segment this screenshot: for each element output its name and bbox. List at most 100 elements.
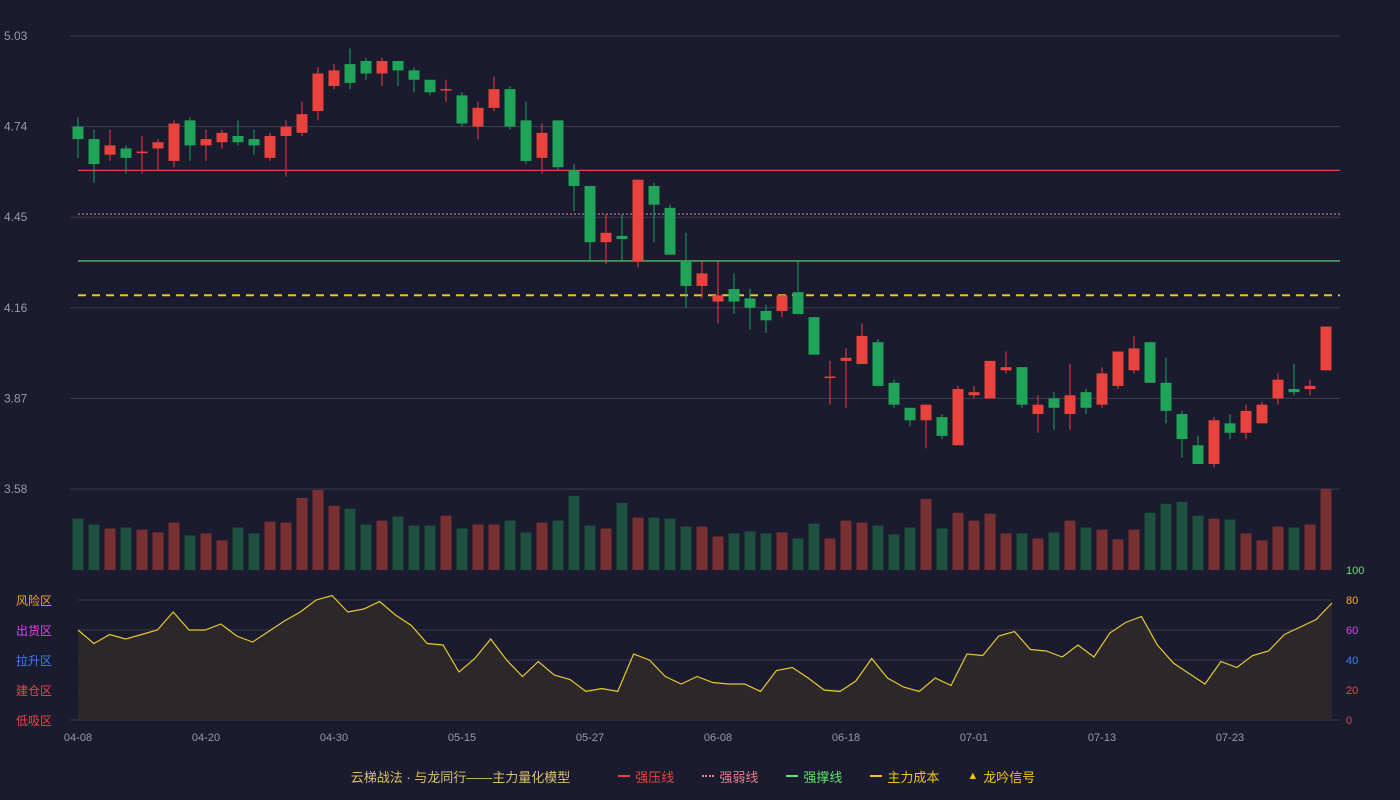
volume-bar — [280, 522, 292, 570]
candle-body — [152, 142, 164, 149]
model-title: 云梯战法 · 与龙同行——主力量化模型 — [350, 769, 571, 785]
volume-bar — [584, 525, 596, 570]
volume-bar — [1016, 533, 1028, 570]
legend-strong-weak[interactable]: 强弱线 — [702, 767, 758, 786]
candle-body — [376, 60, 388, 74]
candle-body — [1016, 367, 1028, 405]
candle-body — [776, 295, 788, 311]
candle-body — [872, 342, 884, 386]
volume-bar — [872, 525, 884, 570]
zone-label: 拉升区 — [16, 653, 52, 668]
volume-bar — [680, 526, 692, 570]
candle-body — [104, 145, 116, 155]
volume-bar — [696, 526, 708, 570]
candle-body — [888, 382, 900, 405]
volume-bar — [936, 528, 948, 570]
volume-bar — [808, 523, 820, 570]
candle-body — [712, 295, 724, 302]
zone-label: 建仓区 — [16, 684, 52, 698]
volume-bar — [728, 533, 740, 570]
candle-body — [120, 148, 132, 158]
candle-body — [984, 360, 996, 399]
candle-body — [968, 392, 980, 396]
oscillator-tick-label: 80 — [1346, 595, 1358, 607]
volume-bar — [1080, 527, 1092, 570]
candle-body — [472, 107, 484, 127]
volume-bar — [1048, 532, 1060, 570]
candle-body — [1144, 342, 1156, 383]
main-cost-swatch-icon — [870, 775, 883, 777]
candle-body — [280, 126, 292, 136]
candle-body — [808, 317, 820, 355]
zone-label: 出货区 — [16, 623, 52, 638]
candle-body — [920, 404, 932, 421]
candle-body — [552, 120, 564, 168]
volume-bar — [1064, 520, 1076, 570]
triangle-up-icon: ▲ — [967, 770, 979, 782]
volume-bar — [1112, 539, 1124, 570]
volume-bar — [664, 518, 676, 570]
volume-bar — [968, 520, 980, 570]
candle-body — [664, 207, 676, 255]
zone-label: 风险区 — [16, 593, 52, 608]
volume-bar — [1192, 515, 1204, 570]
volume-bar — [904, 527, 916, 570]
candle-body — [296, 114, 308, 133]
volume-bar — [216, 540, 228, 570]
candle-body — [1208, 420, 1220, 465]
candle-body — [392, 60, 404, 71]
legend-label: 强撑线 — [803, 769, 843, 785]
legend-label: 强弱线 — [719, 769, 759, 785]
candle-body — [200, 139, 212, 146]
oscillator-tick-label: 100 — [1346, 565, 1364, 577]
legend-strong-pressure[interactable]: 强压线 — [618, 767, 674, 786]
candle-body — [648, 185, 660, 205]
volume-bar — [920, 498, 932, 570]
candle-body — [824, 376, 836, 379]
oscillator-tick-label: 60 — [1346, 625, 1358, 637]
candle-body — [632, 179, 644, 261]
date-tick-label: 04-20 — [192, 732, 220, 744]
legend-label: 龙吟信号 — [983, 769, 1036, 785]
volume-bar — [376, 520, 388, 570]
volume-bar — [760, 533, 772, 570]
volume-bar — [136, 529, 148, 570]
candle-body — [728, 289, 740, 302]
candle-body — [1288, 389, 1300, 393]
candle-body — [1000, 367, 1012, 371]
candle-body — [360, 60, 372, 74]
legend-strong-support[interactable]: 强撑线 — [786, 767, 842, 786]
oscillator-tick-label: 40 — [1346, 655, 1358, 667]
volume-bar — [952, 512, 964, 570]
candle-body — [504, 89, 516, 127]
candle-body — [792, 292, 804, 315]
price-tick-label: 4.16 — [4, 301, 28, 315]
legend-main-cost[interactable]: 主力成本 — [870, 767, 939, 786]
candle-body — [216, 132, 228, 143]
date-tick-label: 04-30 — [320, 732, 348, 744]
volume-bar — [984, 513, 996, 570]
candle-body — [1160, 382, 1172, 411]
candle-body — [536, 132, 548, 158]
candle-body — [1304, 385, 1316, 390]
candle-body — [680, 260, 692, 286]
volume-bar — [456, 528, 468, 570]
volume-bar — [536, 522, 548, 570]
candle-body — [248, 139, 260, 146]
oscillator-line — [77, 594, 1333, 693]
oscillator-tick-label: 0 — [1346, 715, 1352, 727]
volume-bar — [520, 532, 532, 570]
legend-signal[interactable]: ▲ 龙吟信号 — [967, 767, 1035, 786]
oscillator-tick-label: 20 — [1346, 685, 1358, 697]
volume-bar — [200, 533, 212, 570]
volume-bar — [840, 520, 852, 570]
volume-bar — [232, 527, 244, 570]
volume-bar — [1224, 519, 1236, 570]
legend-label: 主力成本 — [887, 769, 940, 785]
volume-bar — [776, 532, 788, 570]
price-tick-label: 3.58 — [4, 482, 28, 496]
volume-bar — [1288, 527, 1300, 570]
strong-weak-swatch-icon — [702, 775, 715, 777]
volume-bar — [1032, 538, 1044, 570]
volume-bar — [472, 524, 484, 570]
